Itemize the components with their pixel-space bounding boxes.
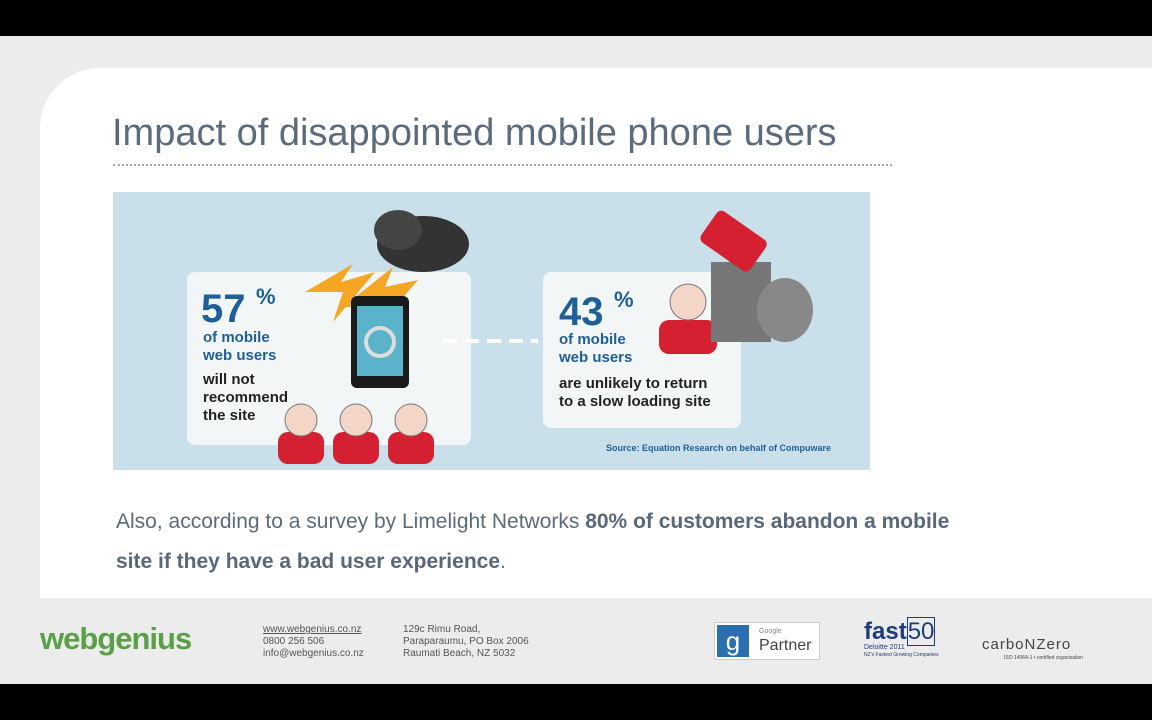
contact-line[interactable]: www.webgenius.co.nz <box>263 624 362 635</box>
stat-number: 57 <box>201 287 246 331</box>
source: Source: Equation Research on behalf of C… <box>606 443 831 453</box>
fast50-badge: fast50 Deloitte 2011 NZ's Fastest Growin… <box>864 617 950 658</box>
stat-unit: % <box>256 284 276 309</box>
badge-label: Partner <box>759 637 812 654</box>
badge-word: fast <box>864 618 907 645</box>
stat-unit: % <box>614 287 634 312</box>
slide-title: Impact of disappointed mobile phone user… <box>112 112 837 154</box>
badge-name: carboNZero <box>982 636 1072 653</box>
google-badge: g Google Partner <box>714 622 820 660</box>
badge-tag: ISO 14064-1 • certified organisation <box>1004 655 1084 661</box>
address: 129c Rimu Road, Paraparaumu, PO Box 2006… <box>403 624 529 660</box>
badge-small: Google <box>759 628 782 635</box>
body-text: Also, according to a survey by Limelight… <box>116 502 966 582</box>
address-line: Paraparaumu, PO Box 2006 <box>403 636 529 647</box>
slide: Impact of disappointed mobile phone user… <box>0 36 1152 684</box>
stat-line: web users <box>558 349 632 366</box>
stat-number: 43 <box>559 290 604 334</box>
stat-line: web users <box>202 347 276 364</box>
badge-tag: NZ's Fastest Growing Companies <box>864 652 939 658</box>
stat-line: of mobile <box>559 331 626 348</box>
carbon-badge: carboNZero ISO 14064-1 • certified organ… <box>982 636 1083 662</box>
body-part: . <box>500 550 506 573</box>
stat-detail: will not <box>202 371 255 388</box>
badge-sub: Deloitte 2011 <box>864 644 905 651</box>
contact-line: 0800 256 506 <box>263 636 325 647</box>
infographic: 57 % of mobile web users 43 % of mobile … <box>113 192 870 470</box>
stat-detail: to a slow loading site <box>559 393 711 410</box>
body-part: Also, according to a survey by Limelight… <box>116 510 586 533</box>
address-line: Raumati Beach, NZ 5032 <box>403 648 516 659</box>
brand-logo: webgenius <box>40 621 192 656</box>
stat-detail: are unlikely to return <box>559 375 707 392</box>
address-line: 129c Rimu Road, <box>403 624 481 635</box>
stat-line: of mobile <box>203 329 270 346</box>
stat-detail: the site <box>203 407 256 424</box>
body-emphasis: 80% of customers abandon a mobile site i… <box>116 510 950 573</box>
badge-num: 50 <box>906 617 936 646</box>
contact: www.webgenius.co.nz 0800 256 506 info@we… <box>263 624 364 660</box>
dotted-rule <box>113 164 892 166</box>
stat-detail: recommend <box>203 389 288 406</box>
contact-line: info@webgenius.co.nz <box>263 648 364 659</box>
